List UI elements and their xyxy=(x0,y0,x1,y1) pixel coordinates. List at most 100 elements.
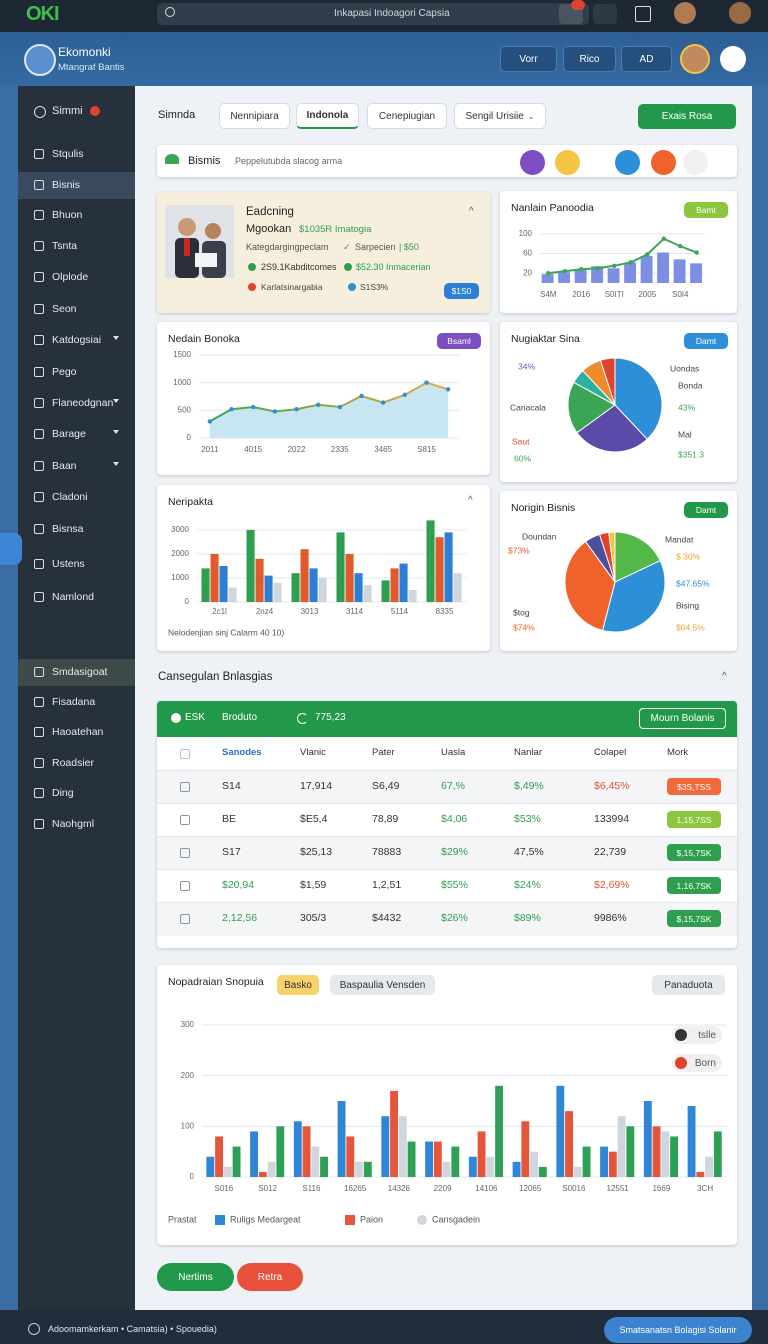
sidebar-icon xyxy=(34,241,44,251)
bar xyxy=(451,1146,460,1177)
profile-badge[interactable]: $1S0 xyxy=(444,283,479,299)
profile-card: Eadcning ^ Mgookan $1035R Imatogia Kateg… xyxy=(157,192,490,313)
filter-title: Bismis xyxy=(188,155,221,167)
bar xyxy=(453,573,462,602)
pie-annotation: Doundan xyxy=(522,531,557,541)
table-row[interactable] xyxy=(157,902,737,936)
sidebar-item[interactable]: Olplode xyxy=(52,271,89,283)
bar xyxy=(705,1156,713,1177)
chart: 0 1000 2000 3000 2c1l 2nz4 3013 3114 5114 8335 Nel… xyxy=(168,520,467,637)
column-header: Vlanic xyxy=(300,747,326,758)
pie-annotation: Mal xyxy=(678,429,692,439)
collapse-icon[interactable]: ^ xyxy=(469,206,474,217)
action-button[interactable]: Nertims xyxy=(157,1263,234,1291)
sidebar-item[interactable]: Haoatehan xyxy=(52,726,104,738)
header-button[interactable]: Rico xyxy=(563,46,616,72)
row-icon xyxy=(180,848,190,858)
dropdown-caret xyxy=(113,336,119,343)
status-badge[interactable]: 1,15,7SS xyxy=(667,811,721,828)
tab[interactable]: Nennipiara xyxy=(219,103,290,129)
sidebar-item[interactable]: Pego xyxy=(52,366,77,378)
sidebar-item[interactable]: Bisnsa xyxy=(52,523,84,535)
table-action[interactable]: Mourn Bolanis xyxy=(639,708,726,729)
line-marker xyxy=(661,236,666,241)
home-icon[interactable] xyxy=(635,6,651,22)
logo[interactable]: OKI xyxy=(26,3,60,25)
avatar[interactable] xyxy=(674,2,696,24)
chip[interactable] xyxy=(520,150,545,175)
refresh-button[interactable] xyxy=(720,46,746,72)
chart-badge[interactable]: Damt xyxy=(684,502,728,518)
x-tick-label: 12551 xyxy=(607,1184,630,1193)
sidebar-item[interactable]: Stqulis xyxy=(52,148,84,160)
sidebar-item[interactable]: Roadsier xyxy=(52,757,95,769)
chart-badge[interactable]: Bsaml xyxy=(437,333,481,349)
status-badge[interactable]: $,15,7SK xyxy=(667,844,721,861)
table-row[interactable] xyxy=(157,836,737,870)
avatar[interactable] xyxy=(729,2,751,24)
sidebar-item[interactable]: Bhuon xyxy=(52,209,83,221)
sidebar-item[interactable]: Namlond xyxy=(52,591,95,603)
sidebar-item[interactable]: Bisnis xyxy=(52,179,81,191)
side-toggle[interactable] xyxy=(0,533,22,565)
header-button[interactable]: AD xyxy=(621,46,672,72)
tabs-label: Simnda xyxy=(158,109,196,121)
sidebar-item[interactable]: Seon xyxy=(52,303,77,315)
chip[interactable] xyxy=(651,150,676,175)
status-badge[interactable]: $,15,7SK xyxy=(667,910,721,927)
footer-button[interactable]: Smatsanatsn Bolagisi Solanir xyxy=(604,1317,752,1343)
line-marker xyxy=(402,392,408,398)
sidebar-icon xyxy=(34,149,44,159)
action-button[interactable]: Exais Rosa xyxy=(638,104,736,129)
profile-avatar[interactable] xyxy=(680,44,710,74)
table-row[interactable] xyxy=(157,803,737,837)
sidebar-item[interactable]: Smdasigoat xyxy=(52,666,108,678)
sidebar-item[interactable]: Baan xyxy=(52,460,77,472)
chip[interactable] xyxy=(615,150,640,175)
pie-annotation: Canacala xyxy=(510,402,546,412)
line-marker xyxy=(645,252,650,257)
sidebar-item[interactable]: Flaneodgnan xyxy=(52,397,114,409)
chart-tag[interactable]: Baspaulia Vensden xyxy=(330,975,435,995)
table-row[interactable] xyxy=(157,770,737,804)
chart-title: Neripakta xyxy=(168,496,213,508)
status-badge[interactable]: 1,16,7SK xyxy=(667,877,721,894)
chip[interactable] xyxy=(555,150,580,175)
tab[interactable]: Indonola xyxy=(296,103,359,129)
chart-badge[interactable]: Bamt xyxy=(684,202,728,218)
x-tick-label: S0ITI xyxy=(605,290,624,299)
search-box[interactable] xyxy=(157,3,589,25)
action-button[interactable]: Retra xyxy=(237,1263,303,1291)
bar xyxy=(398,1116,407,1177)
sidebar-item[interactable]: Tsnta xyxy=(52,240,78,252)
sidebar-item[interactable]: Ustens xyxy=(52,558,85,570)
sidebar-item[interactable]: Barage xyxy=(52,428,86,440)
chart-tag[interactable]: Basko xyxy=(277,975,319,995)
line-marker xyxy=(359,393,364,399)
chart-badge[interactable]: Damt xyxy=(684,333,728,349)
sidebar-item[interactable]: Naohgml xyxy=(52,818,95,830)
sidebar-item[interactable]: Ding xyxy=(52,787,74,799)
bar xyxy=(258,1171,267,1177)
tab-label: Nennipiara xyxy=(230,110,279,122)
table-row[interactable] xyxy=(157,869,737,903)
x-tick-label: S815 xyxy=(417,445,436,454)
header-button[interactable]: Vorr xyxy=(500,46,557,72)
sidebar-item[interactable]: Fisadana xyxy=(52,696,96,708)
table-cell: 78,89 xyxy=(372,813,399,825)
chip[interactable] xyxy=(683,150,708,175)
status-badge[interactable]: $3S,TSS xyxy=(667,778,721,795)
chart-title: Norigin Bisnis xyxy=(511,502,576,514)
filter-placeholder[interactable]: Peppelutubda slacog arma xyxy=(235,156,343,166)
collapse-icon[interactable]: ^ xyxy=(468,495,473,506)
settings-icon[interactable] xyxy=(593,4,617,24)
tab[interactable]: Sengil Urisiie ⌄ xyxy=(454,103,546,129)
collapse-icon[interactable]: ^ xyxy=(722,671,727,682)
tab[interactable]: Cenepiugian xyxy=(367,103,447,129)
chart-action[interactable]: Panaduota xyxy=(652,975,725,995)
line-marker xyxy=(595,266,600,271)
sidebar-item[interactable]: Cladoni xyxy=(52,491,88,503)
sidebar-item[interactable]: Katdogsiai xyxy=(52,334,102,346)
bar xyxy=(512,1161,521,1177)
